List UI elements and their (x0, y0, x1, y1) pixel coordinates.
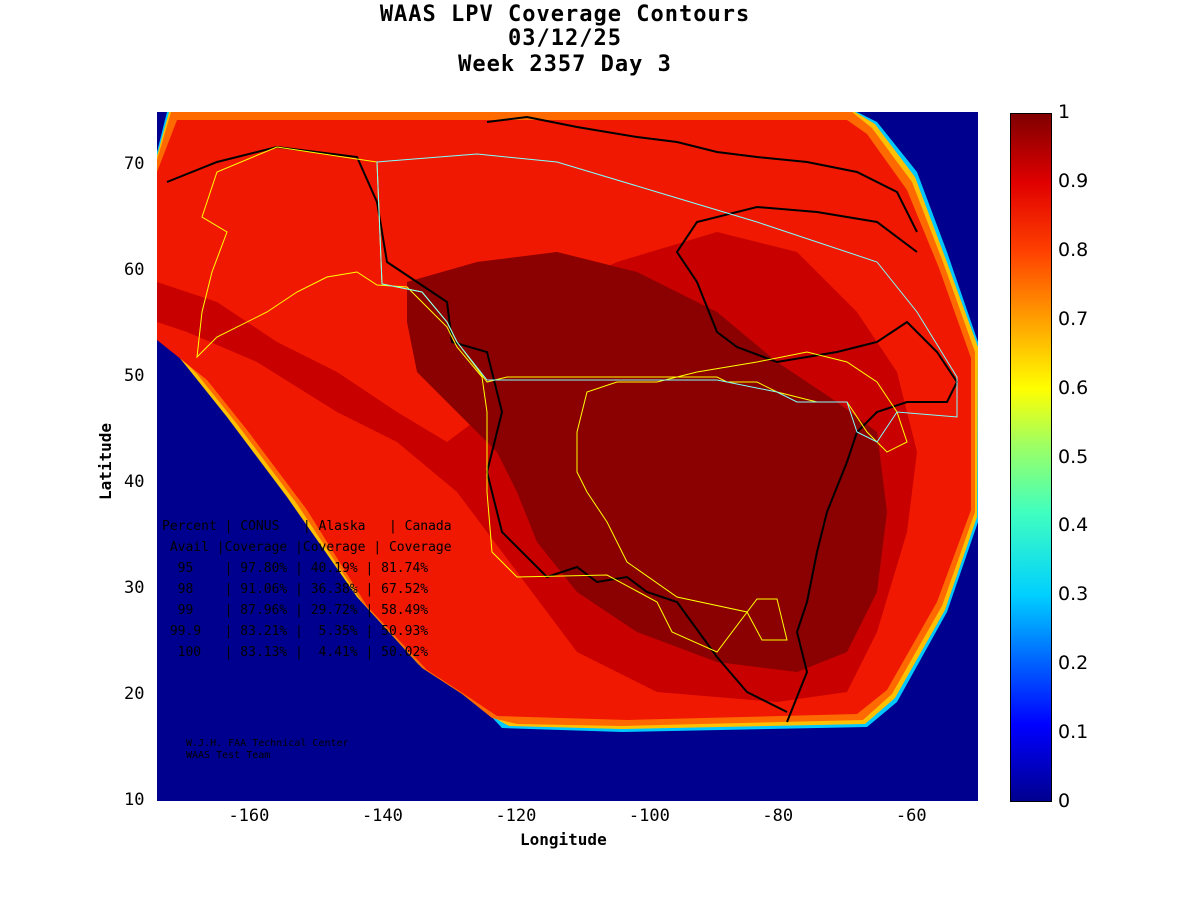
x-tick-label: -80 (762, 806, 794, 826)
coastlines (166, 115, 959, 723)
title-line-1: WAAS LPV Coverage Contours (379, 2, 751, 27)
title-line-3: Week 2357 Day 3 (458, 52, 672, 77)
colorbar-tick-label: 0.7 (1058, 307, 1089, 330)
colorbar-tick-label: 0.8 (1058, 238, 1089, 261)
y-tick-label: 60 (124, 260, 145, 280)
colorbar (1010, 113, 1052, 802)
x-tick-label: -60 (895, 806, 927, 826)
colorbar-tick-label: 0.4 (1058, 514, 1089, 537)
colorbar-tick-label: 0.2 (1058, 652, 1089, 675)
colorbar-tick-label: 0.1 (1058, 721, 1089, 744)
x-axis-label: Longitude (520, 830, 607, 849)
coverage-map (157, 112, 978, 801)
coverage-stats-table: Percent | CONUS | Alaska | Canada Avail … (162, 516, 452, 663)
stats-row: 99.9 | 83.21% | 5.35% | 50.93% (162, 624, 429, 639)
x-tick-label: -160 (228, 806, 270, 826)
credit-line-1: W.J.H. FAA Technical Center (186, 738, 349, 749)
coverage-zone-maroon (407, 252, 887, 672)
credit-line-2: WAAS Test Team (186, 750, 271, 761)
credit-text: W.J.H. FAA Technical Center WAAS Test Te… (186, 738, 349, 762)
colorbar-tick-label: 0.5 (1058, 445, 1089, 468)
stats-row: 98 | 91.06% | 36.38% | 67.52% (162, 582, 429, 597)
canada-border (376, 153, 958, 443)
colorbar-tick-label: 0.9 (1058, 169, 1089, 192)
y-tick-label: 50 (124, 366, 145, 386)
colorbar-tick-label: 0.3 (1058, 583, 1089, 606)
x-tick-label: -140 (361, 806, 403, 826)
y-tick-label: 40 (124, 472, 145, 492)
y-axis-label: Latitude (96, 422, 115, 500)
colorbar-tick-label: 0 (1058, 790, 1071, 812)
stats-header-1: Percent | CONUS | Alaska | Canada (162, 519, 452, 534)
y-tick-label: 20 (124, 684, 145, 704)
stats-header-2: Avail |Coverage |Coverage | Coverage (162, 540, 452, 555)
colorbar-tick-label: 0.6 (1058, 376, 1089, 399)
title-line-2: 03/12/25 (508, 26, 622, 51)
stats-row: 100 | 83.13% | 4.41% | 50.02% (162, 645, 429, 660)
y-tick-label: 30 (124, 578, 145, 598)
y-tick-label: 70 (124, 154, 145, 174)
y-tick-label: 10 (124, 790, 145, 810)
x-tick-label: -120 (495, 806, 537, 826)
colorbar-tick-label: 1 (1058, 101, 1071, 123)
x-tick-label: -100 (628, 806, 670, 826)
stats-row: 99 | 87.96% | 29.72% | 58.49% (162, 603, 429, 618)
coverage-map-svg (157, 112, 978, 801)
stats-row: 95 | 97.80% | 40.19% | 81.74% (162, 561, 429, 576)
